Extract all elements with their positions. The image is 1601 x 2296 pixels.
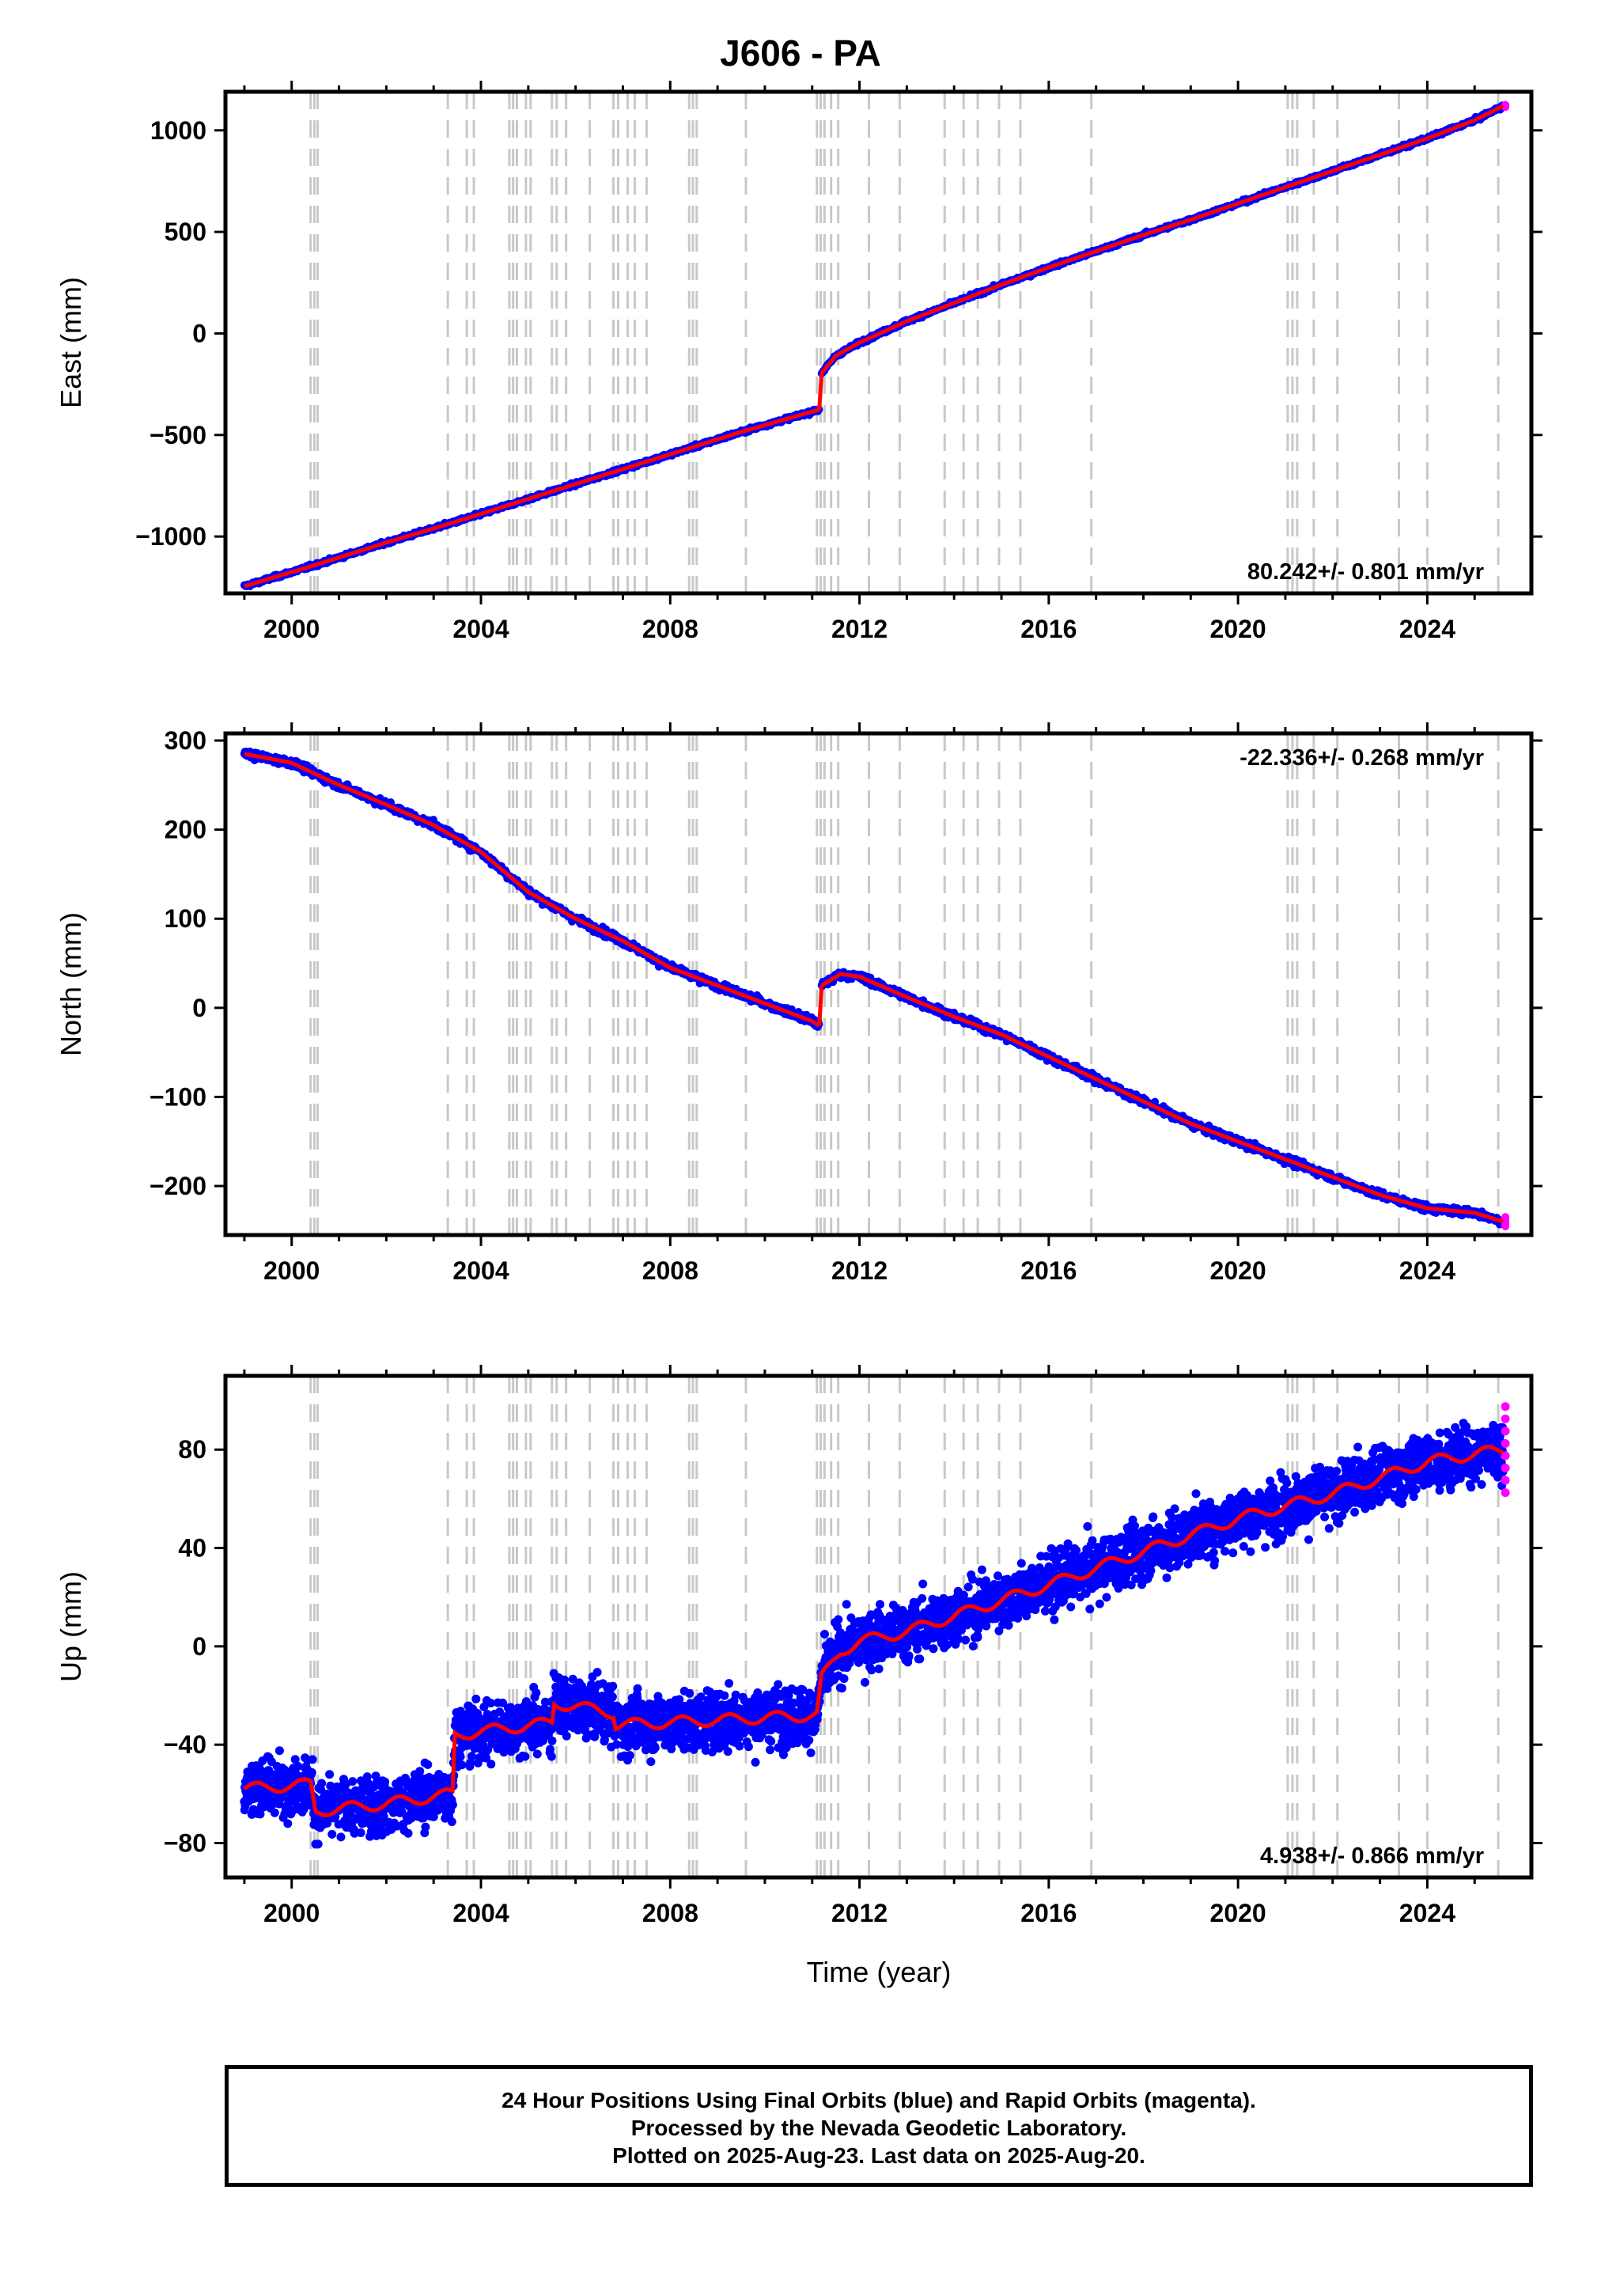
x-tick-label: 2020 (1210, 1256, 1266, 1285)
offset-step (817, 373, 824, 410)
y-tick-label: 200 (165, 816, 206, 844)
rate-label: 80.242+/- 0.801 mm/yr (1247, 559, 1484, 585)
data-point (290, 1755, 300, 1764)
x-tick-label: 2000 (263, 1256, 320, 1285)
data-points-up (240, 1402, 1510, 1849)
y-tick-label: 0 (192, 319, 206, 347)
data-point (274, 1746, 284, 1756)
y-tick-label: 0 (192, 994, 206, 1022)
x-tick-label: 2000 (263, 615, 320, 643)
model-north (244, 752, 1504, 1224)
y-tick-label: 1000 (150, 116, 206, 145)
data-point (255, 1809, 265, 1819)
data-point (283, 1819, 293, 1828)
x-tick-label: 2004 (452, 1256, 509, 1285)
y-axis-label: North (mm) (55, 912, 87, 1056)
x-tick-label: 2016 (1020, 1256, 1077, 1285)
x-tick-label: 2024 (1399, 1256, 1455, 1285)
chart-north: 2000 2004 2008 2012 2016 2020 2024 −200 −100 0 100… (55, 722, 1542, 1285)
x-axis-east: 2000 2004 2008 2012 2016 2020 2024 (243, 81, 1476, 643)
y-tick-label: 500 (165, 218, 206, 246)
x-axis-north: 2000 2004 2008 2012 2016 2020 2024 (243, 722, 1476, 1285)
offset-step (817, 985, 824, 1026)
data-point (293, 1762, 303, 1771)
y-axis-north: −200 −100 0 100 200 300 (150, 726, 1542, 1200)
event-lines (309, 92, 1500, 593)
data-points-north (240, 747, 1510, 1230)
plot-frame (223, 731, 1534, 1237)
event-lines (309, 733, 1500, 1235)
y-tick-label: 100 (165, 904, 206, 933)
x-tick-label: 2004 (452, 615, 509, 643)
chart-up: 2000 2004 2008 2012 2016 2020 2024−80−4004080U… (55, 1365, 1542, 1927)
y-tick-label: −100 (150, 1082, 206, 1111)
x-tick-label: 2008 (642, 615, 698, 643)
y-axis-label: East (mm) (55, 277, 87, 408)
chart-east: 2000 2004 2008 2012 2016 2020 2024 −1000 −500 0 50… (55, 81, 1542, 643)
rapid-point (1501, 1213, 1510, 1222)
x-tick-label: 2008 (642, 1256, 698, 1285)
rate-label: -22.336+/- 0.268 mm/yr (1240, 745, 1484, 771)
x-tick-label: 2012 (831, 615, 888, 643)
model-line (820, 972, 1504, 1224)
y-axis-east: −1000 −500 0 500 1000 (135, 116, 1542, 551)
x-tick-label: 2016 (1020, 615, 1077, 643)
y-tick-label: −200 (150, 1172, 206, 1200)
model-line (244, 752, 821, 1028)
x-tick-label: 2012 (831, 1256, 888, 1285)
model-east (244, 104, 1504, 589)
plot-frame (223, 89, 1534, 596)
x-tick-label: 2020 (1210, 615, 1266, 643)
chart-title: J606 - PA (720, 32, 881, 74)
x-tick-label: 2024 (1399, 615, 1455, 643)
y-tick-label: 300 (165, 726, 206, 755)
model-line (819, 104, 1504, 375)
data-point (270, 1808, 279, 1817)
y-tick-label: −1000 (135, 522, 206, 551)
model-line (244, 407, 820, 589)
y-tick-label: −500 (150, 421, 206, 449)
